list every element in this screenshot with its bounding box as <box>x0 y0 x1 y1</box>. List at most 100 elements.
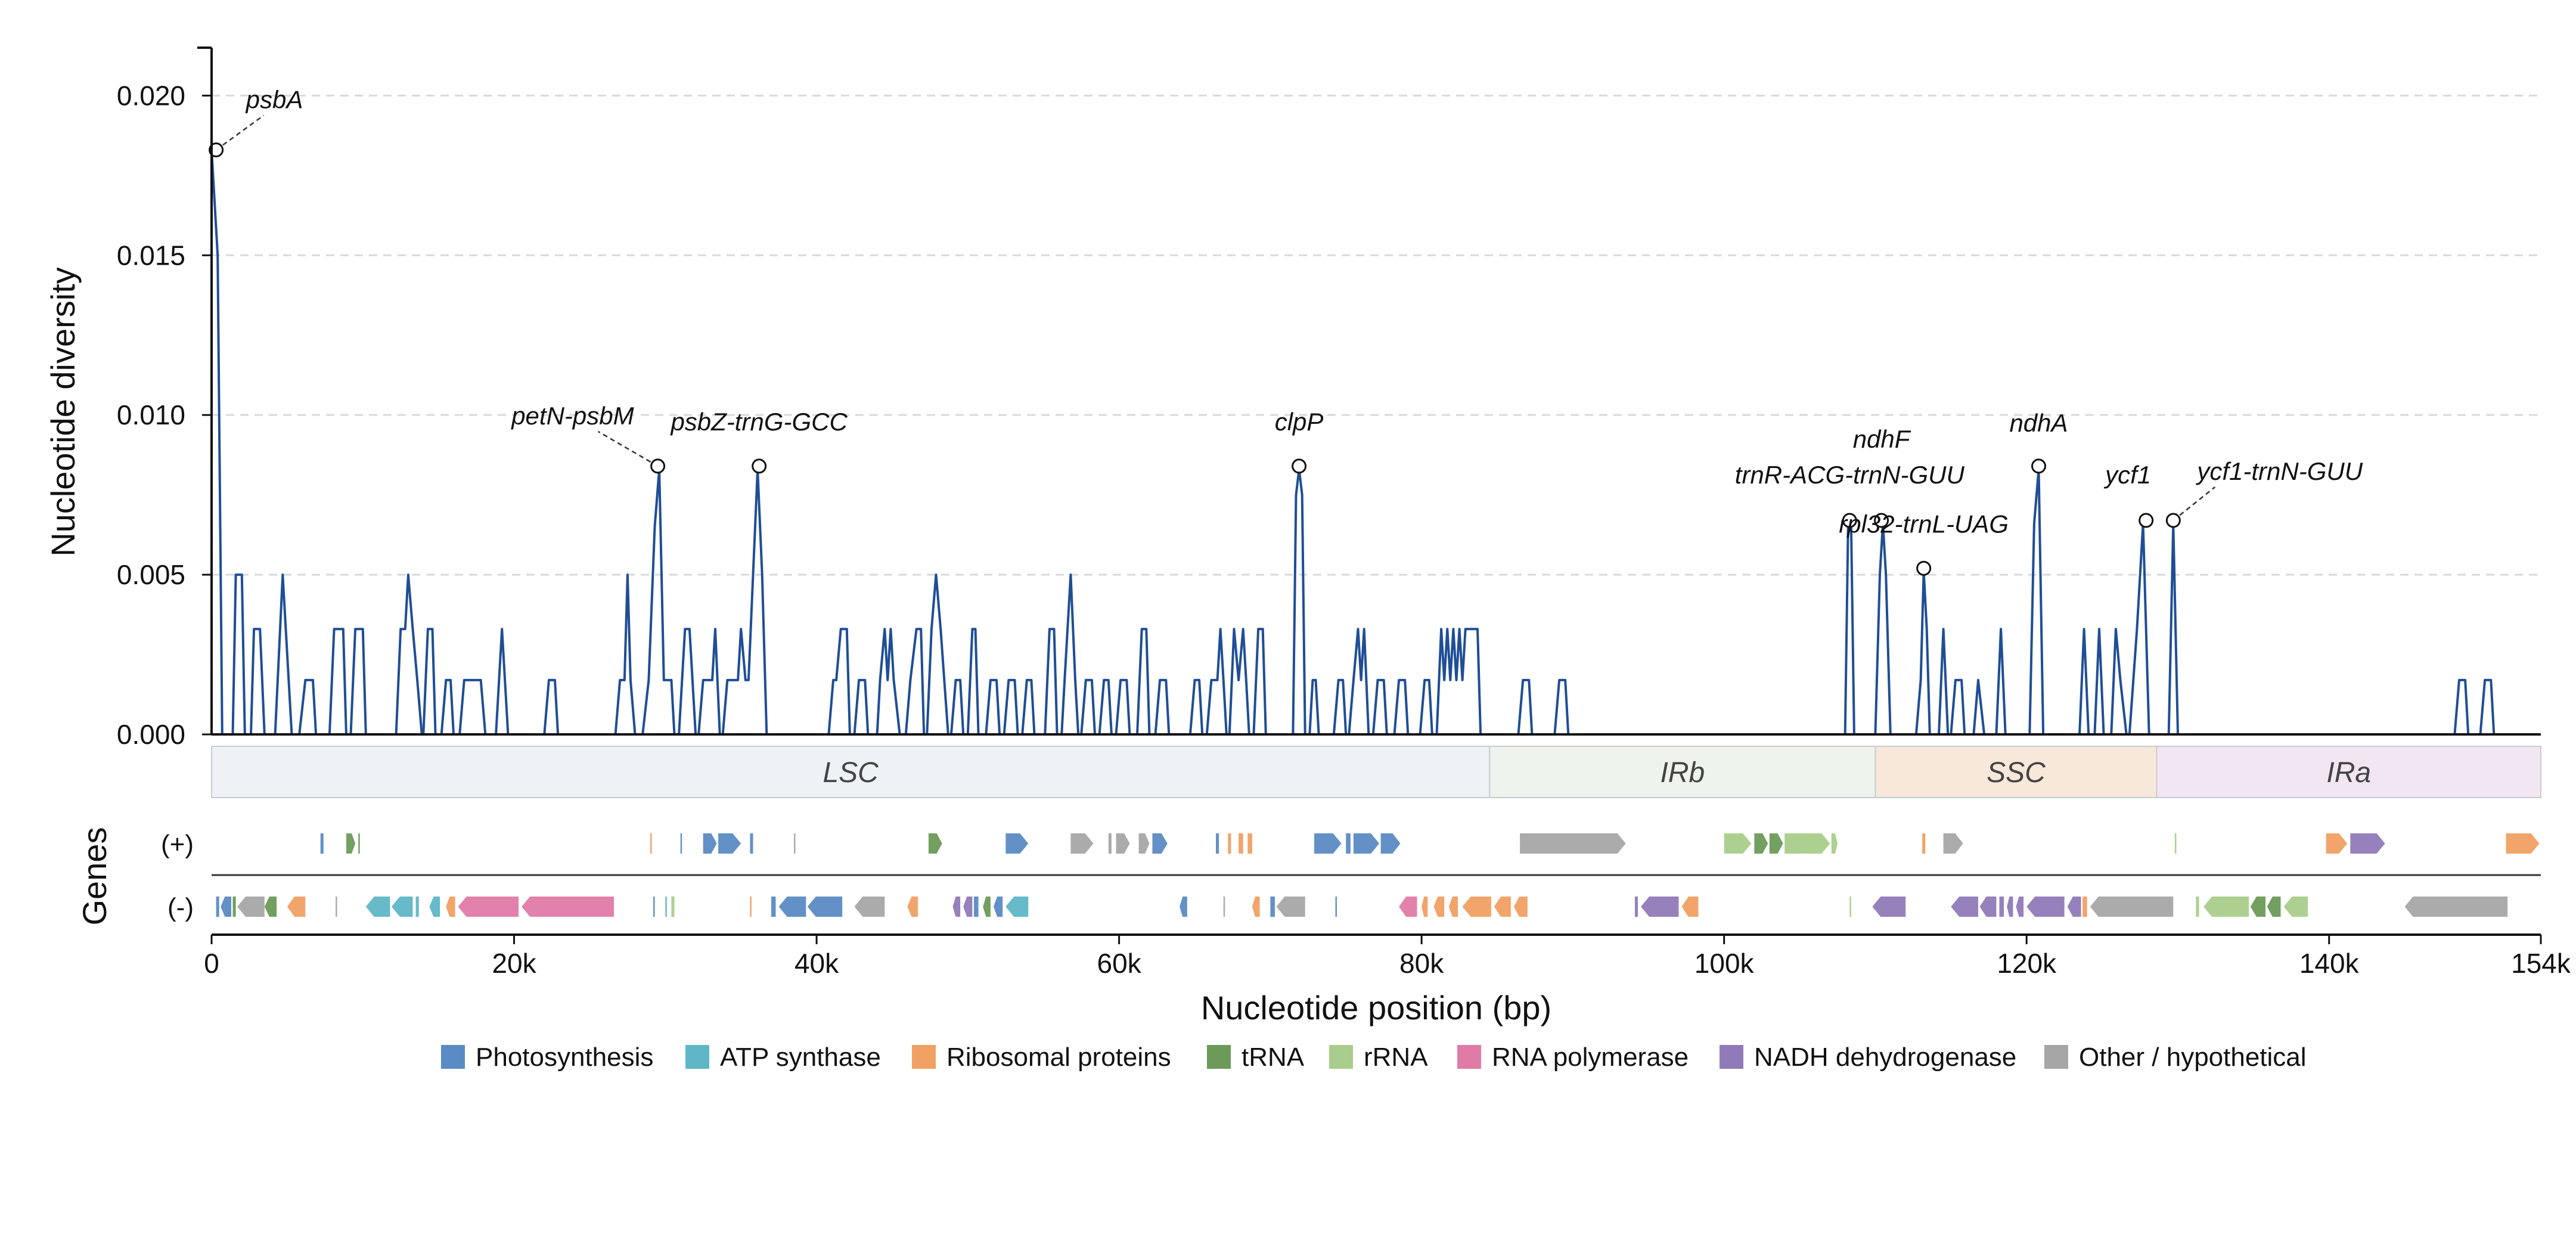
gene-feature <box>2404 897 2508 917</box>
gene-feature <box>1951 897 1978 917</box>
gene-feature <box>1180 897 1187 917</box>
region-label: IRa <box>2326 757 2371 789</box>
peak-label: petN-psbM <box>510 402 634 430</box>
x-tick-label: 60k <box>1097 948 1142 979</box>
gene-feature <box>1634 897 1638 917</box>
diversity-line-segment <box>458 678 487 735</box>
gene-feature <box>1754 833 1768 854</box>
gene-feature <box>2026 897 2065 917</box>
gene-feature <box>665 897 667 917</box>
gene-feature <box>1353 833 1380 854</box>
legend-label: RNA polymerase <box>1492 1043 1689 1072</box>
gene-feature <box>1999 897 2004 917</box>
diversity-line-segment <box>210 150 224 735</box>
gene-feature <box>522 897 614 917</box>
gene-feature <box>974 897 979 917</box>
gene-feature <box>1380 833 1401 854</box>
diversity-line-segment <box>1938 628 1950 735</box>
gene-feature <box>1335 897 1337 917</box>
diversity-line-segment <box>1950 678 1966 735</box>
y-tick-label: 0.015 <box>117 240 185 271</box>
gene-feature <box>1223 897 1225 917</box>
diversity-line-segment <box>422 628 437 735</box>
gene-feature <box>1399 897 1417 917</box>
diversity-line-segment <box>2453 678 2470 735</box>
x-tick-label: 140k <box>2299 948 2360 979</box>
region-block-lsc <box>211 746 1491 798</box>
gene-feature <box>237 897 265 917</box>
diversity-line-segment <box>1419 678 1433 735</box>
gene-feature <box>963 897 973 917</box>
gene-feature <box>1108 833 1112 854</box>
diversity-line-segment <box>904 628 926 735</box>
peak-label: psbA <box>245 85 303 113</box>
grid-lines <box>212 94 2541 576</box>
gene-feature <box>1849 897 1851 917</box>
gene-feature <box>1138 833 1150 854</box>
gene-feature <box>650 833 652 854</box>
peak-marker <box>1874 513 1889 528</box>
gene-feature <box>750 897 752 917</box>
gene-feature <box>1520 833 1626 854</box>
diversity-line-segment <box>495 628 510 735</box>
diversity-line-segment <box>1843 522 1855 735</box>
x-tick-label: 80k <box>1399 948 1444 979</box>
diversity-line-segment <box>2479 678 2496 735</box>
gene-feature <box>216 897 219 917</box>
diversity-line-segment <box>1995 628 2007 735</box>
gene-feature <box>458 897 519 917</box>
diversity-line-segment <box>2093 628 2105 735</box>
diversity-line-segment <box>2128 522 2150 735</box>
strand-minus-label: (-) <box>167 893 194 922</box>
gene-feature <box>2016 897 2024 917</box>
axes: 0.000 0.005 0.010 0.015 0.020 Nucleotide dive… <box>44 46 2571 1026</box>
peak-marker <box>2139 513 2154 528</box>
gene-feature <box>1641 897 1679 917</box>
diversity-line-segment <box>395 573 423 735</box>
diversity-line-segment <box>1553 678 1570 735</box>
peak-leader-line <box>2172 486 2216 521</box>
diversity-line-segment <box>1098 678 1113 735</box>
diversity-line-segment <box>1292 468 1306 735</box>
diversity-line-segment <box>853 678 870 735</box>
gene-feature <box>1270 897 1275 917</box>
gene-feature <box>2203 897 2249 917</box>
peak-marker <box>650 458 666 474</box>
diversity-line-segment <box>614 573 637 735</box>
y-tick-label: 0.005 <box>117 559 185 590</box>
gene-feature <box>1070 833 1094 854</box>
gene-feature <box>1216 833 1219 854</box>
x-axis-title: Nucleotide position (bp) <box>1201 989 1551 1026</box>
gene-feature <box>1943 833 1963 854</box>
strand-plus-label: (+) <box>161 830 194 859</box>
y-tick-label: 0.010 <box>117 399 185 430</box>
peak-label: ycf1-trnN-GUU <box>2195 457 2363 485</box>
peak-label: clpP <box>1275 408 1324 436</box>
gene-feature <box>1152 833 1168 854</box>
legend-swatch <box>912 1045 936 1069</box>
gene-feature <box>2283 897 2308 917</box>
diversity-line-segment <box>678 628 697 735</box>
diversity-line-segment <box>250 628 266 735</box>
gene-feature <box>2196 897 2199 917</box>
gene-feature <box>1979 897 1997 917</box>
diversity-line-segment <box>1914 570 1931 735</box>
diversity-line-segment <box>543 678 560 735</box>
x-tick-label: 20k <box>492 948 536 979</box>
gene-feature <box>1005 833 1029 854</box>
gene-feature <box>1769 833 1783 854</box>
gene-feature <box>778 897 806 917</box>
peak-label: psbZ-trnG-GCC <box>669 408 848 436</box>
y-tick-label: 0.000 <box>117 719 185 750</box>
gene-feature <box>1462 897 1491 917</box>
legend-label: Ribosomal proteins <box>946 1043 1171 1072</box>
gene-feature <box>2267 897 2281 917</box>
peak-annotations: psbA petN-psbM psbZ-trnG-GCC clpP trnR-ACG-t… <box>209 85 2363 576</box>
gene-feature <box>907 897 918 917</box>
y-tick-label: 0.020 <box>117 80 185 111</box>
y-axis-title: Nucleotide diversity <box>44 267 82 557</box>
diversity-line-segment <box>697 628 721 735</box>
legend: Photosynthesis ATP synthase Ribosomal prot… <box>441 1043 2307 1072</box>
gene-feature <box>1513 897 1528 917</box>
peak-label: ndhF <box>1853 425 1911 453</box>
